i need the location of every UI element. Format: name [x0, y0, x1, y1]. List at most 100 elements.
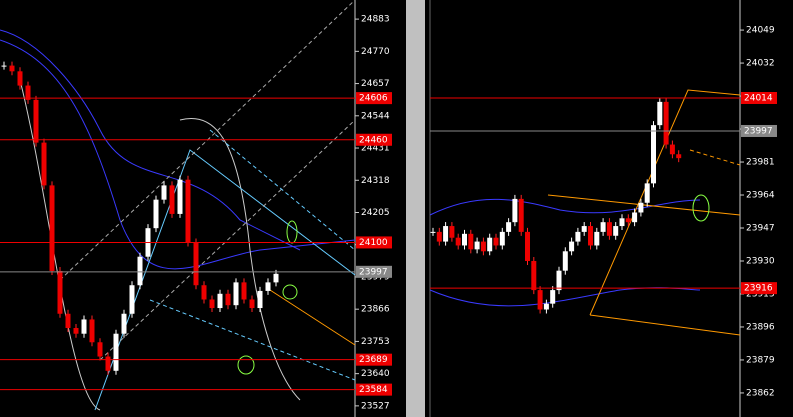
candle — [443, 226, 449, 242]
level-box — [356, 133, 392, 146]
y-tick-label: 23640 — [361, 369, 390, 379]
band-line — [179, 118, 301, 401]
divider — [406, 0, 425, 417]
marker-ellipse — [237, 355, 255, 375]
level-box — [741, 282, 777, 295]
candle — [41, 142, 47, 186]
candle — [525, 231, 530, 261]
candle — [462, 233, 467, 246]
candle — [1, 65, 7, 67]
candle — [65, 313, 71, 329]
channel-line — [269, 289, 356, 346]
candle — [556, 270, 562, 291]
level-label: 24606 — [359, 94, 388, 104]
candle — [531, 260, 537, 291]
candle — [606, 222, 612, 236]
candle — [105, 356, 111, 371]
candle — [436, 231, 442, 242]
y-tick-label: 24657 — [361, 79, 390, 89]
y-tick-label: 23981 — [746, 158, 775, 168]
candle — [550, 290, 556, 304]
candle — [474, 241, 480, 250]
band-line — [0, 29, 301, 251]
candle — [249, 299, 255, 309]
level-box — [356, 383, 392, 396]
candle — [81, 319, 87, 334]
candle — [455, 237, 461, 246]
y-tick-label: 24205 — [361, 208, 390, 218]
candle — [217, 293, 223, 309]
level-label: 23916 — [744, 284, 773, 294]
candle — [600, 222, 606, 232]
candle — [575, 231, 581, 242]
candle — [185, 179, 191, 243]
candle — [562, 251, 568, 271]
candle — [121, 313, 127, 334]
y-tick-label: 24431 — [361, 144, 390, 154]
level-label: 23584 — [359, 385, 388, 395]
y-tick-label: 23947 — [746, 224, 775, 234]
y-tick-label: 23896 — [746, 322, 775, 332]
candle — [657, 101, 663, 126]
pitchfork — [94, 149, 356, 411]
candle — [625, 218, 631, 223]
candle — [9, 65, 15, 72]
candle — [632, 212, 638, 223]
y-tick-label: 24544 — [361, 111, 390, 121]
candle — [449, 226, 455, 238]
candle — [265, 282, 271, 291]
candle — [594, 231, 600, 246]
level-box — [356, 353, 392, 366]
y-tick-label: 23964 — [746, 191, 775, 201]
channel-line — [589, 314, 741, 336]
candle — [430, 231, 436, 233]
y-tick-label: 23930 — [746, 256, 775, 266]
last-price-box — [356, 265, 392, 278]
candle — [273, 273, 279, 283]
y-tick-label: 23913 — [746, 289, 775, 299]
candle — [543, 303, 549, 310]
candle — [518, 198, 524, 232]
candle — [480, 241, 486, 252]
candle — [613, 226, 619, 236]
candle — [169, 185, 175, 214]
candle — [153, 199, 159, 229]
channel-line — [149, 299, 356, 381]
candle — [619, 218, 625, 227]
y-tick-label: 24883 — [361, 15, 390, 25]
candle — [493, 237, 499, 246]
candle — [201, 285, 207, 300]
last-price-label: 23997 — [359, 267, 388, 277]
last-price-label: 23997 — [744, 126, 773, 136]
channel-line — [209, 129, 356, 251]
candle — [663, 101, 669, 145]
candle — [638, 202, 644, 213]
candle — [537, 290, 543, 310]
candle — [113, 333, 119, 371]
candle — [57, 270, 63, 314]
level-label: 24460 — [359, 135, 388, 145]
candle — [676, 154, 682, 159]
candle — [49, 185, 55, 271]
channel-line — [547, 194, 741, 216]
last-price-box — [741, 124, 777, 137]
level-box — [356, 236, 392, 249]
channel-line — [99, 119, 356, 361]
level-label: 24100 — [359, 238, 388, 248]
y-tick-label: 24032 — [746, 59, 775, 69]
candle — [651, 125, 656, 184]
y-tick-label: 24049 — [746, 26, 775, 36]
y-tick-label: 23862 — [746, 388, 775, 398]
candle — [129, 285, 135, 314]
y-tick-label: 23879 — [746, 355, 775, 365]
candle — [569, 241, 575, 252]
level-label: 24014 — [744, 93, 773, 103]
candle — [33, 99, 39, 143]
candle — [177, 179, 183, 214]
candle — [89, 319, 95, 343]
marker-ellipse — [692, 194, 710, 222]
y-tick-label: 23866 — [361, 305, 390, 315]
candle — [669, 144, 675, 155]
candle — [257, 290, 263, 309]
